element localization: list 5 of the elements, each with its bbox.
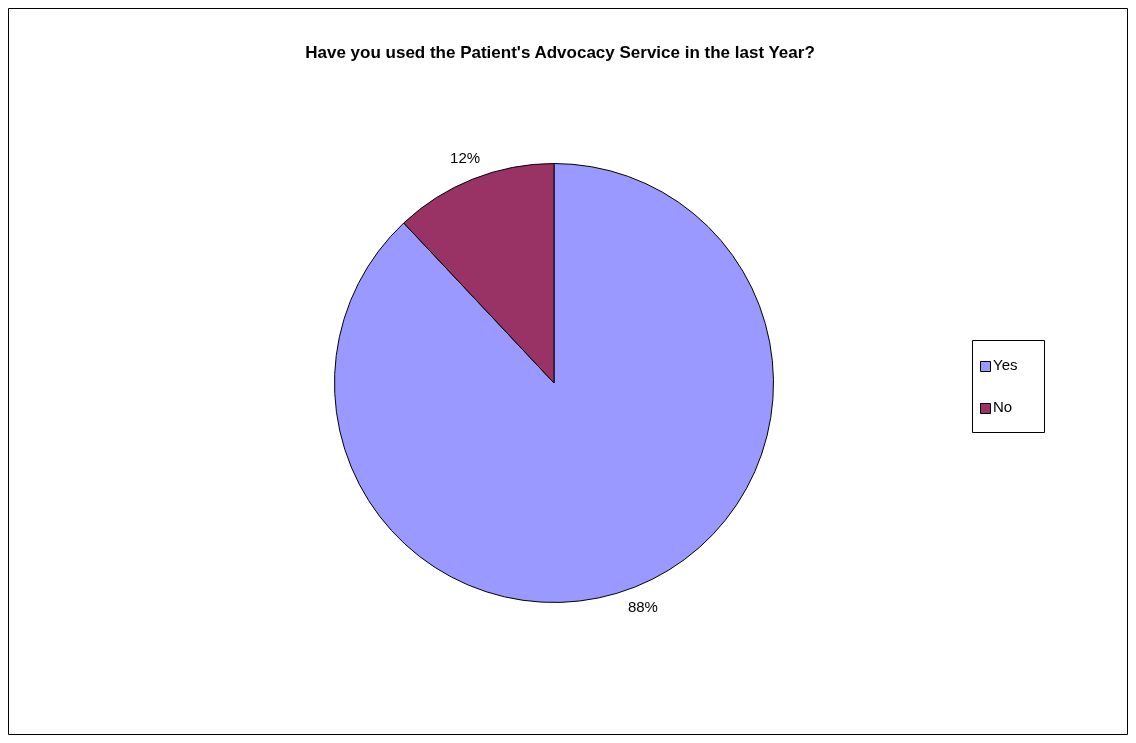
chart-title: Have you used the Patient's Advocacy Service in the last Year? [305,42,815,62]
legend-label: No [993,398,1013,416]
data-label: 12% [450,148,481,166]
data-label: 88% [627,597,658,615]
legend-label: Yes [993,356,1018,374]
